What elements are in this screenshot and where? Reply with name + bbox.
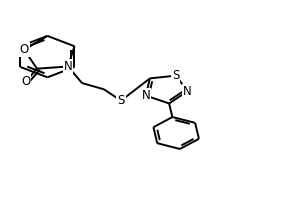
Text: N: N	[64, 60, 72, 73]
Text: O: O	[21, 75, 30, 88]
Text: O: O	[20, 43, 29, 56]
Text: N: N	[141, 89, 150, 102]
Text: N: N	[183, 85, 192, 98]
Text: S: S	[117, 94, 125, 107]
Text: S: S	[172, 69, 179, 82]
